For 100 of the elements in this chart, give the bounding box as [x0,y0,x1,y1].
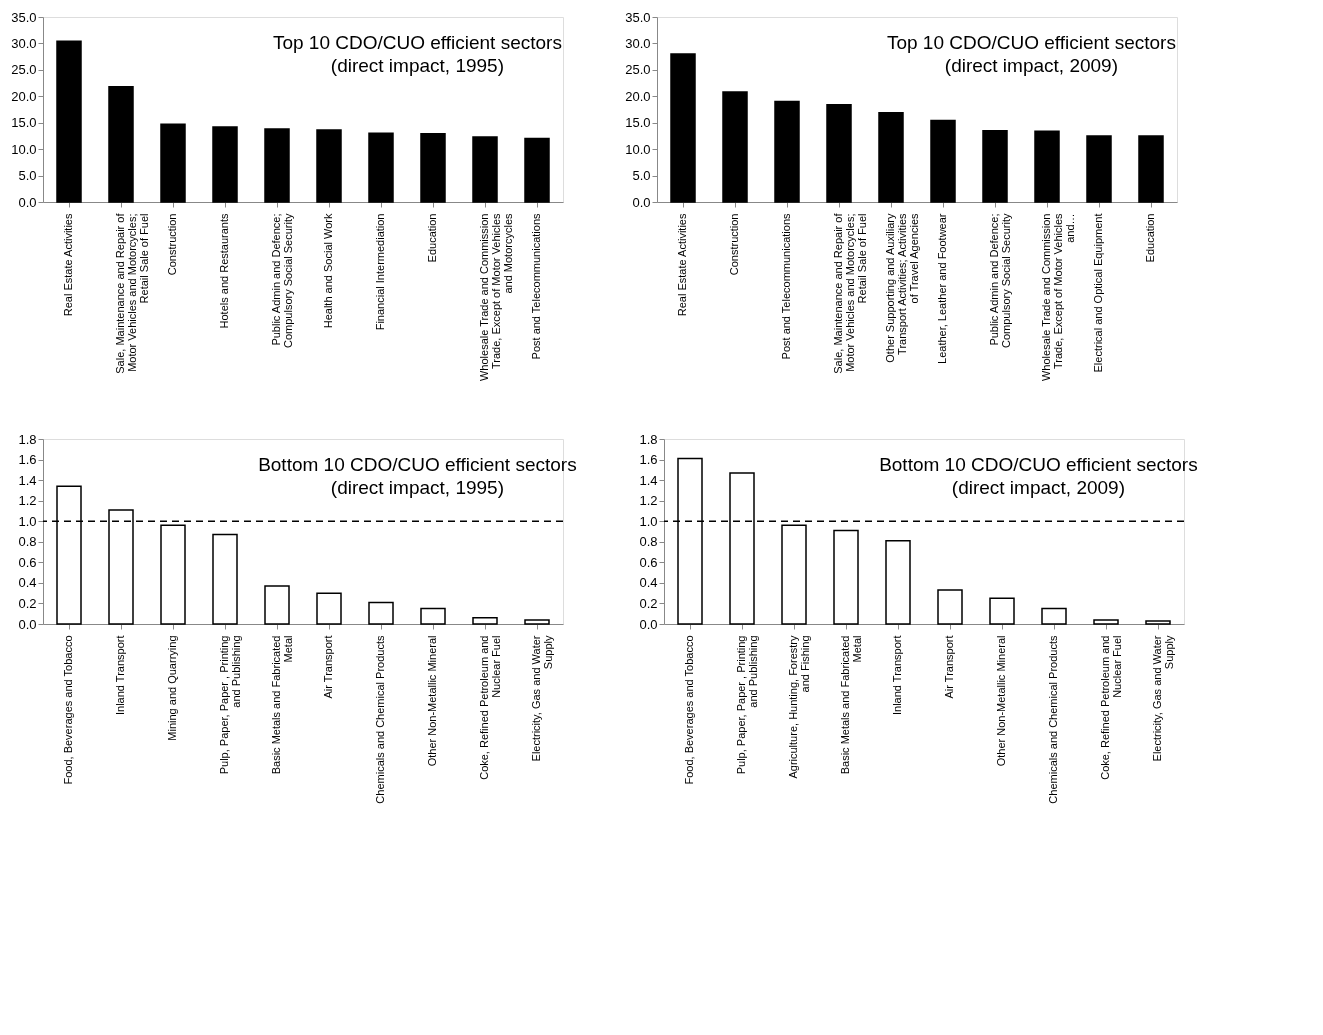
y-tick-label: 20.0 [625,88,651,104]
x-tick-label: Electricity, Gas and Water Supply [1151,635,1175,762]
y-tick-label: 1.6 [18,452,37,468]
x-tick-label: Coke, Refined Petroleum and Nuclear Fuel [1099,635,1123,780]
bar [368,601,394,625]
y-tick-label: 0.6 [639,554,658,570]
y-tick-label: 1.0 [639,513,658,529]
x-tick-label: Air Transport [322,635,334,699]
bar [670,53,696,203]
bar [989,597,1015,625]
bar [264,128,290,203]
bar [937,589,963,625]
x-tick-label: Mining and Quarrying [166,635,178,741]
text: Top 10 CDO/CUO efficient sectors (direct impact, 1995) [272,31,562,76]
x-tick-label: Education [1144,213,1156,263]
x-tick-label: Air Transport [943,635,955,699]
y-tick-label: 0.0 [639,616,658,632]
x-tick-label: Other Supporting and Auxiliary Transport Activities; Activities of Travel Agencies [884,213,920,363]
x-tick-label: Construction [166,213,178,276]
text: Bottom 10 CDO/CUO efficient sectors (direct impact, 2009) [879,453,1198,498]
y-tick-label: 10.0 [11,141,37,157]
y-tick-label: 15.0 [11,115,37,131]
y-tick-label: 25.0 [625,62,651,78]
bar [160,524,186,625]
bar [826,103,852,203]
y-tick-label: 1.0 [18,513,37,529]
bar [774,100,800,203]
y-tick-label: 0.0 [18,616,37,632]
x-tick-label: Electricity, Gas and Water Supply [530,635,554,762]
bar [1041,607,1067,625]
text: Top 10 CDO/CUO efficient sectors (direct impact, 2009) [886,31,1176,76]
bar [878,111,904,203]
x-tick-label: Financial Intermediation [374,213,386,331]
x-tick-label: Pulp, Paper, Paper , Printing and Publishing [218,635,242,775]
bar [781,524,807,625]
bar [160,123,186,203]
bar [1034,130,1060,203]
bar [420,607,446,625]
x-tick-label: Food, Beverages and Tobacco [62,635,74,785]
x-tick-label: Pulp, Paper, Paper , Printing and Publishing [735,635,759,775]
x-tick-label: Real Estate Activities [62,213,74,317]
y-tick-label: 1.6 [639,452,658,468]
bar [212,533,238,625]
bar [316,129,342,203]
y-tick-label: 0.6 [18,554,37,570]
bar [212,126,238,203]
y-tick-label: 0.8 [18,534,37,550]
y-tick-label: 0.2 [18,595,37,611]
bar [722,91,748,203]
x-tick-label: Hotels and Restaurants [218,213,230,329]
y-tick-label: 30.0 [11,35,37,51]
bar [420,133,446,203]
bar [472,136,498,203]
y-tick-label: 1.8 [18,431,37,447]
x-tick-label: Inland Transport [114,635,126,715]
x-tick-label: Wholesale Trade and Commission Trade, Except of Motor Vehicles and Motorcycles [478,213,514,382]
x-tick-label: Construction [728,213,740,276]
y-tick-label: 5.0 [18,168,37,184]
x-tick-label: Inland Transport [891,635,903,715]
x-tick-label: Sale, Maintenance and Repair of Motor Vehicles and Motorcycles; Retail Sale of Fuel [114,212,150,374]
bar [885,540,911,625]
x-tick-label: Education [426,213,438,263]
x-tick-label: Post and Telecommunications [780,213,792,360]
y-tick-label: 5.0 [632,168,651,184]
y-tick-label: 1.2 [639,493,658,509]
y-tick-label: 1.4 [639,472,658,488]
y-tick-label: 30.0 [625,35,651,51]
y-tick-label: 0.8 [639,534,658,550]
bar [472,617,498,625]
y-tick-label: 0.4 [639,575,658,591]
y-tick-label: 10.0 [625,141,651,157]
x-tick-label: Chemicals and Chemical Products [1047,635,1059,804]
y-tick-label: 1.4 [18,472,37,488]
x-tick-label: Basic Metals and Fabricated Metal [270,635,294,775]
x-tick-label: Real Estate Activities [676,213,688,317]
x-tick-label: Other Non-Metallic Mineral [995,635,1007,767]
x-tick-label: Food, Beverages and Tobacco [683,635,695,785]
x-tick-label: Other Non-Metallic Mineral [426,635,438,767]
bar [982,129,1008,203]
x-tick-label: Electrical and Optical Equipment [1092,213,1104,373]
x-tick-label: Basic Metals and Fabricated Metal [839,635,863,775]
y-tick-label: 20.0 [11,88,37,104]
bar [56,40,82,203]
bar [108,86,134,203]
y-tick-label: 0.2 [639,595,658,611]
x-tick-label: Coke, Refined Petroleum and Nuclear Fuel [478,635,502,780]
bar [316,592,342,625]
bar [833,529,859,625]
y-tick-label: 35.0 [11,9,37,25]
y-tick-label: 35.0 [625,9,651,25]
y-tick-label: 1.2 [18,493,37,509]
text: Bottom 10 CDO/CUO efficient sectors (direct impact, 1995) [258,453,577,498]
y-tick-label: 0.0 [632,194,651,210]
x-tick-label: Sale, Maintenance and Repair of Motor Vehicles and Motorcycles; Retail Sale of Fuel [832,212,868,374]
y-tick-label: 15.0 [625,115,651,131]
x-tick-label: Post and Telecommunications [530,213,542,360]
bar [368,132,394,203]
y-tick-label: 25.0 [11,62,37,78]
bar [1093,619,1119,625]
bar [930,119,956,203]
